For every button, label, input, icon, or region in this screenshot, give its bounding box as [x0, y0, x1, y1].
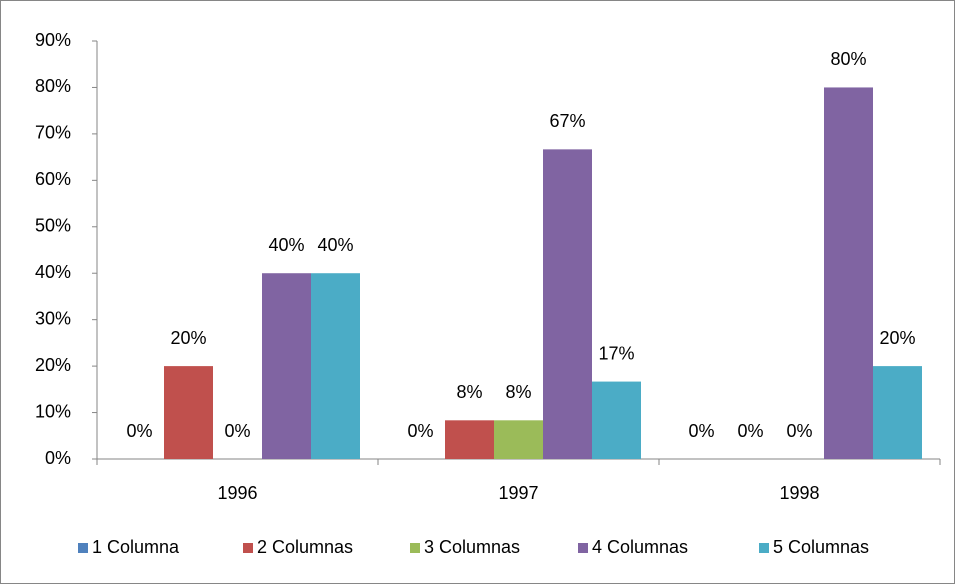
bar — [494, 420, 543, 459]
bar — [543, 149, 592, 459]
legend-swatch — [243, 543, 253, 553]
data-label: 8% — [456, 382, 482, 402]
bar — [164, 366, 213, 459]
y-tick-label: 60% — [35, 169, 71, 189]
data-label: 40% — [317, 235, 353, 255]
y-tick-label: 70% — [35, 123, 71, 143]
y-tick-label: 50% — [35, 216, 71, 236]
data-label: 17% — [598, 343, 634, 363]
y-tick-label: 30% — [35, 308, 71, 328]
legend-label: 1 Columna — [92, 537, 180, 557]
data-label: 40% — [268, 235, 304, 255]
x-tick-label: 1996 — [217, 483, 257, 503]
y-tick-label: 40% — [35, 262, 71, 282]
bar — [592, 381, 641, 459]
bar — [262, 273, 311, 459]
data-label: 0% — [407, 421, 433, 441]
bar — [445, 420, 494, 459]
y-tick-label: 80% — [35, 76, 71, 96]
y-tick-label: 90% — [35, 30, 71, 50]
legend-swatch — [578, 543, 588, 553]
bar — [311, 273, 360, 459]
data-label: 0% — [688, 421, 714, 441]
legend-swatch — [759, 543, 769, 553]
data-label: 0% — [126, 421, 152, 441]
data-label: 20% — [170, 328, 206, 348]
legend-label: 5 Columnas — [773, 537, 869, 557]
data-label: 8% — [505, 382, 531, 402]
bar — [873, 366, 922, 459]
legend-label: 4 Columnas — [592, 537, 688, 557]
legend-label: 3 Columnas — [424, 537, 520, 557]
data-label: 20% — [879, 328, 915, 348]
data-label: 0% — [737, 421, 763, 441]
data-label: 0% — [224, 421, 250, 441]
legend-swatch — [410, 543, 420, 553]
data-label: 0% — [786, 421, 812, 441]
x-tick-label: 1998 — [779, 483, 819, 503]
x-tick-label: 1997 — [498, 483, 538, 503]
legend-label: 2 Columnas — [257, 537, 353, 557]
data-label: 80% — [830, 49, 866, 69]
data-label: 67% — [549, 111, 585, 131]
y-tick-label: 20% — [35, 355, 71, 375]
bar — [824, 87, 873, 459]
y-tick-label: 10% — [35, 401, 71, 421]
legend-swatch — [78, 543, 88, 553]
y-tick-label: 0% — [45, 448, 71, 468]
